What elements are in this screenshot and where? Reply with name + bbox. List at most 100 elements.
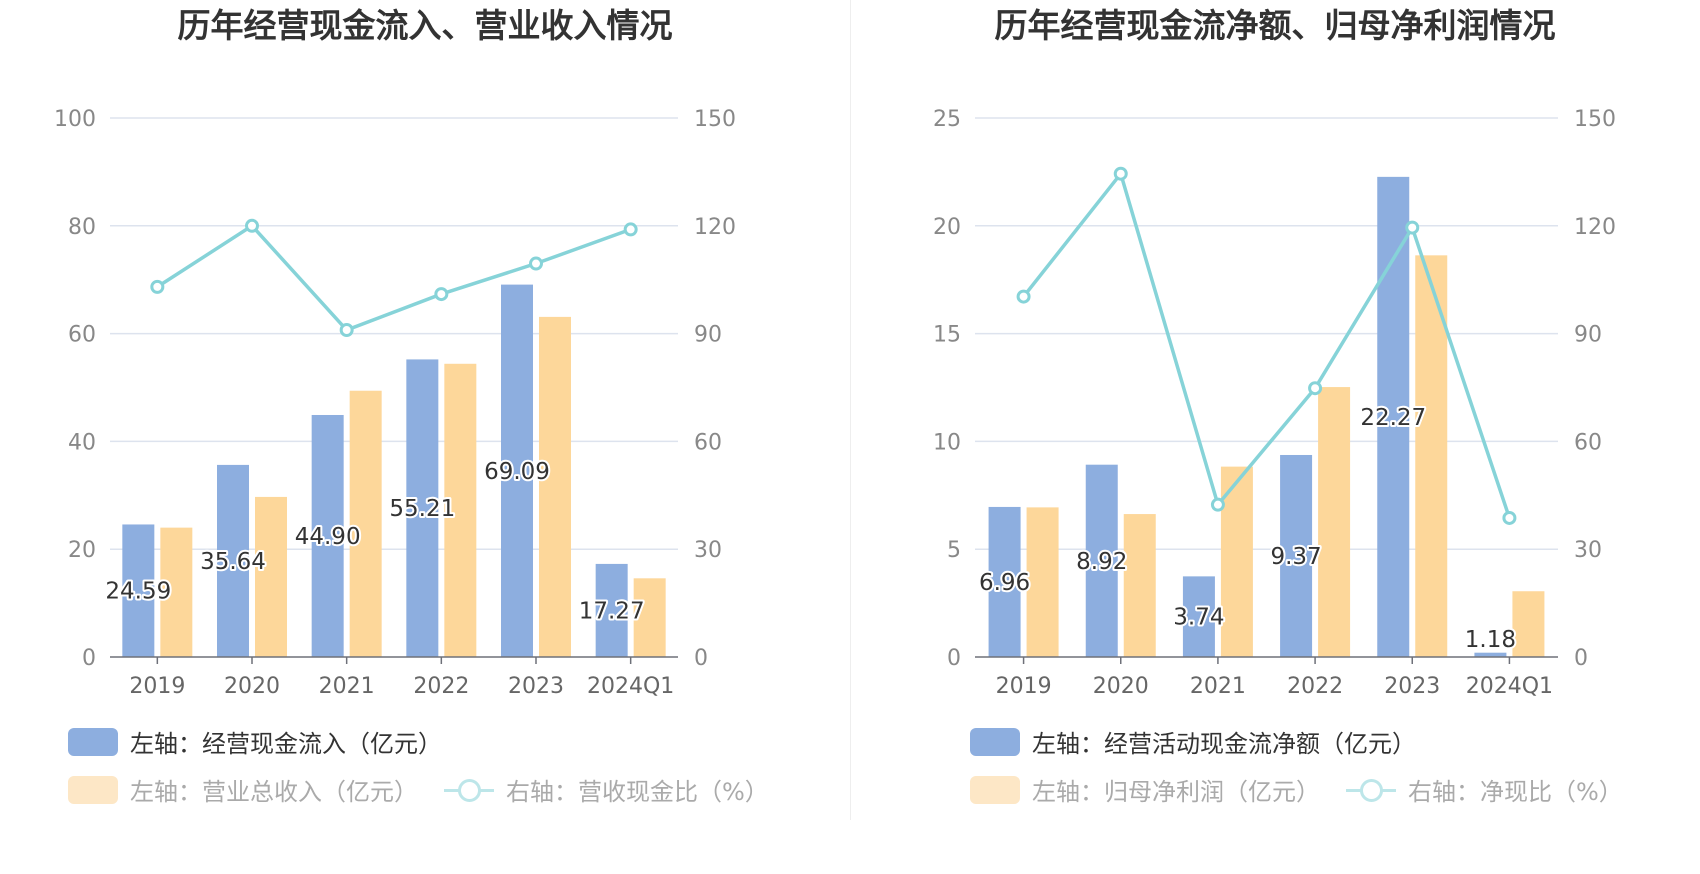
legend-item[interactable]: 左轴：营业总收入（亿元）	[68, 772, 418, 807]
legend-row-1-left: 左轴：经营现金流入（亿元）	[68, 724, 468, 759]
x-tick-label: 2019	[129, 674, 185, 699]
y-right-tick-label: 90	[1574, 323, 1602, 348]
y-left-tick-label: 40	[68, 430, 96, 455]
y-right-tick-label: 150	[1574, 107, 1616, 132]
bar-series-b[interactable]	[255, 496, 287, 657]
panel-divider	[850, 0, 851, 820]
legend-swatch	[970, 775, 1020, 804]
bar-series-b[interactable]	[1415, 255, 1448, 657]
y-left-tick-label: 60	[68, 323, 96, 348]
y-right-tick-label: 120	[1574, 215, 1616, 240]
legend-line-swatch	[1346, 776, 1396, 804]
chart-title-right: 历年经营现金流净额、归母净利润情况	[994, 6, 1556, 45]
legend-label: 左轴：经营现金流入（亿元）	[130, 730, 442, 758]
line-point[interactable]	[1113, 166, 1128, 181]
bar-series-a[interactable]	[501, 284, 533, 657]
line-point[interactable]	[1308, 381, 1323, 396]
y-right-tick-label: 30	[694, 538, 722, 563]
x-tick-label: 2021	[1190, 674, 1246, 699]
line-point[interactable]	[245, 218, 259, 233]
bar-data-label: 6.96	[979, 570, 1030, 596]
line-point[interactable]	[623, 222, 638, 237]
x-tick-label: 2020	[1093, 674, 1149, 699]
chart-panel-right: 历年经营现金流净额、归母净利润情况 0 5 10 15 20 25 0 30 60 90 120 15…	[850, 0, 1700, 874]
y-right-tick-label: 90	[694, 323, 722, 348]
x-tick-label: 2019	[996, 674, 1052, 699]
line-point[interactable]	[150, 279, 165, 294]
legend-label: 左轴：归母净利润（亿元）	[1032, 778, 1320, 806]
y-left-tick-label: 5	[947, 538, 961, 563]
y-right-tick-label: 150	[694, 107, 736, 132]
line-point[interactable]	[434, 287, 449, 302]
bar-series-b[interactable]	[1026, 507, 1059, 657]
y-right-tick-label: 120	[694, 215, 736, 240]
x-tick-label: 2024Q1	[1466, 674, 1553, 699]
legend-item[interactable]: 左轴：归母净利润（亿元）	[970, 772, 1320, 807]
legend-label: 左轴：营业总收入（亿元）	[130, 778, 418, 806]
legend-label: 左轴：经营活动现金流净额（亿元）	[1032, 730, 1416, 758]
y-left-tick-label: 0	[947, 646, 961, 671]
bar-data-label: 35.64	[200, 549, 266, 575]
x-tick-label: 2022	[1287, 674, 1343, 699]
x-tick-label: 2023	[1384, 674, 1440, 699]
bar-series-a[interactable]	[311, 414, 344, 657]
y-right-tick-label: 0	[1574, 646, 1588, 671]
y-right-tick-label: 60	[694, 430, 722, 455]
line-point[interactable]	[1016, 289, 1031, 304]
bar-series-a[interactable]	[1280, 454, 1313, 657]
line-series	[1022, 169, 1512, 519]
legend-row-2-right: 左轴：归母净利润（亿元） 右轴：净现比（%）	[970, 772, 1649, 807]
bar-series-b[interactable]	[1512, 591, 1545, 657]
line-series	[156, 223, 632, 333]
bar-data-label: 55.21	[389, 496, 455, 522]
bar-data-label: 69.09	[484, 459, 550, 485]
bar-series-a[interactable]	[1474, 652, 1507, 657]
bar-data-label: 9.37	[1270, 544, 1321, 570]
bar-series-b[interactable]	[539, 316, 571, 657]
bar-series-b[interactable]	[1318, 387, 1351, 657]
y-left-tick-label: 15	[933, 323, 961, 348]
bar-series-b[interactable]	[1220, 466, 1253, 657]
bar-series-a[interactable]	[122, 524, 155, 657]
bar-series-b[interactable]	[160, 527, 193, 657]
line-point[interactable]	[1210, 497, 1225, 512]
legend-label: 右轴：营收现金比（%）	[506, 778, 769, 806]
legend-row-1-right: 左轴：经营活动现金流净额（亿元）	[970, 724, 1442, 759]
bar-series-b[interactable]	[1123, 514, 1156, 657]
y-left-tick-label: 20	[68, 538, 96, 563]
bar-series-b[interactable]	[633, 578, 666, 657]
legend-item[interactable]: 左轴：经营活动现金流净额（亿元）	[970, 724, 1416, 759]
bar-data-label: 1.18	[1465, 627, 1516, 653]
line-point[interactable]	[1405, 220, 1420, 235]
bar-series-a[interactable]	[988, 506, 1021, 657]
x-tick-label: 2022	[413, 674, 469, 699]
bar-series-b[interactable]	[444, 363, 477, 657]
line-point[interactable]	[1502, 510, 1517, 525]
legend-label: 右轴：净现比（%）	[1408, 778, 1623, 806]
x-tick-label: 2024Q1	[587, 674, 674, 699]
legend-item[interactable]: 右轴：净现比（%）	[1346, 772, 1623, 807]
line-point[interactable]	[529, 256, 543, 271]
y-right-tick-label: 0	[694, 646, 708, 671]
bar-data-label: 24.59	[105, 579, 171, 605]
y-left-tick-label: 10	[933, 430, 961, 455]
bar-series-a[interactable]	[1085, 464, 1118, 657]
legend-swatch	[68, 775, 118, 804]
legend-item[interactable]: 左轴：经营现金流入（亿元）	[68, 724, 442, 759]
bar-data-label: 3.74	[1173, 605, 1224, 631]
bar-series-a[interactable]	[1182, 576, 1215, 657]
bar-series-b[interactable]	[349, 390, 382, 657]
bar-data-label: 17.27	[579, 598, 645, 624]
bar-series-a[interactable]	[217, 464, 249, 657]
bar-series-a[interactable]	[406, 359, 439, 657]
line-point[interactable]	[339, 323, 354, 338]
bar-data-label: 8.92	[1076, 549, 1127, 575]
legend-item[interactable]: 右轴：营收现金比（%）	[444, 772, 769, 807]
y-right-tick-label: 60	[1574, 430, 1602, 455]
legend-line-swatch	[444, 776, 494, 804]
bar-series-a[interactable]	[595, 563, 628, 657]
bar-data-label: 22.27	[1360, 405, 1426, 431]
bar-data-label: 44.90	[295, 524, 361, 550]
chart-panel-left: 历年经营现金流入、营业收入情况 0 20 40 60 80 100 0 30 60 90 120 15…	[54, 6, 769, 807]
y-left-tick-label: 0	[82, 646, 96, 671]
